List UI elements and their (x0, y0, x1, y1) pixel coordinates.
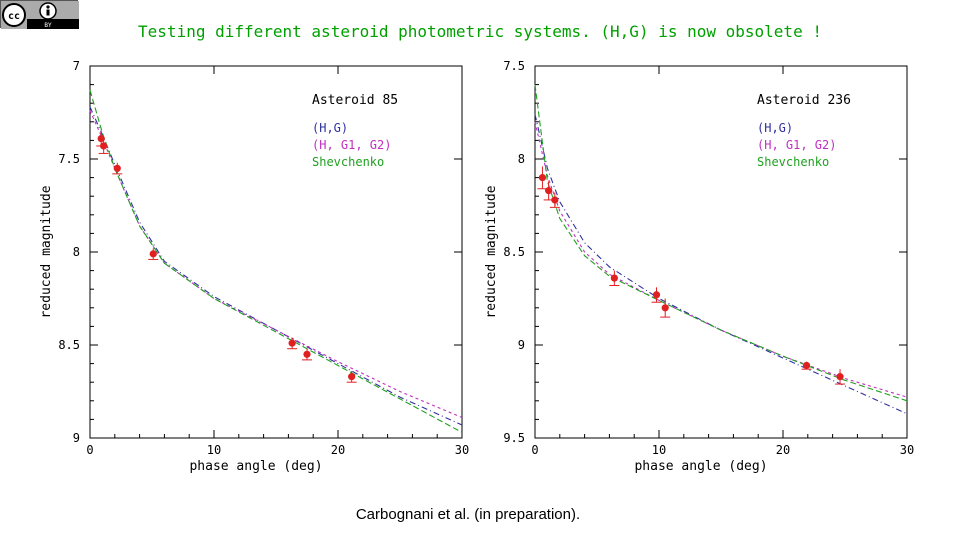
caption: Carbognani et al. (in preparation). (355, 506, 581, 523)
chart2-data-point (545, 187, 553, 195)
chart1-x-tick-label: 20 (331, 443, 345, 457)
cc-icon (2, 3, 26, 27)
chart1-y-axis-label: reduced magnitude (39, 185, 54, 318)
chart2-y-tick-label: 7.5 (503, 59, 525, 73)
chart1-series-line-3 (89, 90, 463, 433)
license-badge-text: BY (44, 22, 52, 29)
chart2-data-point (551, 196, 559, 204)
chart1-y-tick-label: 9 (73, 431, 80, 445)
chart1-x-tick-label: 10 (207, 443, 221, 457)
chart1-data-point (348, 373, 356, 381)
chart2-data-point (661, 304, 669, 312)
chart1-y-tick-label: 7.5 (58, 152, 80, 166)
license-badge: cc BY (0, 0, 79, 29)
chart1-data-point (97, 134, 105, 143)
chart2-legend-entry-1: (H,G) (757, 121, 793, 135)
chart1-legend-entry-2: (H, G1, G2) (312, 138, 391, 152)
chart2-y-tick-label: 8 (518, 152, 525, 166)
chart1-x-axis-label: phase angle (deg) (189, 459, 322, 474)
chart1-y-tick-label: 8 (73, 245, 80, 259)
chart2-data-point (538, 174, 547, 182)
chart1-series-line-1 (89, 106, 463, 426)
chart1-data-point (113, 164, 121, 172)
chart2-data-point (610, 274, 618, 282)
page-title: Testing different asteroid photometric s… (138, 22, 822, 41)
chart1-legend-entry-1: (H,G) (312, 121, 348, 135)
chart1-series-line-2 (89, 110, 463, 419)
chart2-data-point (836, 373, 844, 381)
chart2-data-point (802, 361, 811, 370)
chart2-series-line-3 (534, 84, 908, 402)
chart2-y-tick-label: 8.5 (503, 245, 525, 259)
chart2-x-tick-label: 10 (652, 443, 666, 457)
chart1-data-point (149, 250, 157, 258)
chart2-x-tick-label: 20 (776, 443, 790, 457)
chart2-y-axis-label: reduced magnitude (484, 185, 499, 318)
chart2-annotation: Asteroid 236 (757, 93, 851, 108)
chart1-legend-entry-3: Shevchenko (312, 155, 384, 169)
chart1-x-tick-label: 30 (455, 443, 469, 457)
chart1-data-point (100, 142, 108, 150)
chart1-annotation: Asteroid 85 (312, 93, 398, 108)
chart2-series-line-2 (534, 121, 908, 398)
chart2-legend-entry-2: (H, G1, G2) (757, 138, 836, 152)
chart1-plot-frame (89, 65, 463, 439)
chart2-series-line-1 (534, 114, 908, 415)
svg-text:cc: cc (8, 11, 20, 22)
chart2-data-point (652, 291, 661, 299)
chart2-x-tick-label: 30 (900, 443, 914, 457)
chart2-legend-entry-3: Shevchenko (757, 155, 829, 169)
chart1-data-point (288, 339, 296, 347)
chart1-data-point (303, 350, 311, 358)
chart2-y-tick-label: 9.5 (503, 431, 525, 445)
chart1-y-tick-label: 8.5 (58, 338, 80, 352)
chart2-y-tick-label: 9 (518, 338, 525, 352)
chart1-y-tick-label: 7 (73, 59, 80, 73)
chart1-x-tick-label: 0 (86, 443, 93, 457)
chart2-x-axis-label: phase angle (deg) (634, 459, 767, 474)
chart-asteroid-85: 0 10 20 30 7 7.5 8 8.5 9 phase angle (deg) reduced… (39, 59, 469, 474)
chart2-x-tick-label: 0 (531, 443, 538, 457)
chart-asteroid-236: 0 10 20 30 7.5 8 8.5 9 9.5 phase angle (deg) reduc… (484, 59, 914, 474)
